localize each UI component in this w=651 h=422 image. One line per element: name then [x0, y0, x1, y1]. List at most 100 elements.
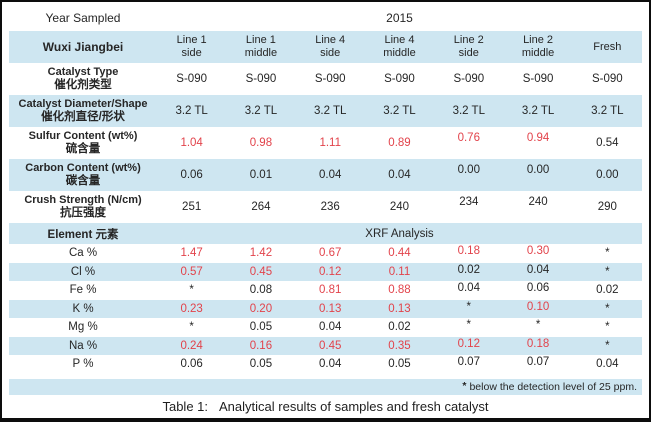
- cell-value: 0.12: [457, 337, 480, 350]
- element-label: Fe %: [69, 284, 97, 297]
- cell-value: 234: [459, 196, 479, 208]
- cell-value: 1.47: [180, 247, 203, 260]
- row-label-zh: 碳含量: [65, 175, 101, 187]
- cell-value: S-090: [592, 73, 623, 85]
- cell-value: *: [605, 321, 610, 334]
- row-label: Catalyst Diameter/Shape 催化剂直径/形状: [9, 95, 157, 127]
- cell-value: *: [466, 319, 472, 332]
- row-label-zh: 硫含量: [65, 143, 101, 155]
- property-row-sulfur-content: Sulfur Content (wt%) 硫含量 1.04 0.98 1.11 0.89 0…: [9, 127, 642, 159]
- cell-value: 0.88: [388, 284, 411, 297]
- element-row-mg: Mg % * 0.05 0.04 0.02 * * *: [9, 318, 642, 337]
- year-sampled-label: Year Sampled: [45, 11, 121, 25]
- column-header: Line 1 middle: [244, 34, 278, 59]
- cell-value: 0.45: [249, 265, 273, 278]
- element-row-fe: Fe % * 0.08 0.81 0.88 0.04 0.06 0.02: [9, 281, 642, 300]
- cell-value: 0.04: [388, 169, 411, 181]
- element-header-row: Element 元素 XRF Analysis: [9, 223, 642, 244]
- footnote-text: below the detection level of 25 ppm.: [469, 380, 637, 393]
- element-row-cl: Cl % 0.57 0.45 0.12 0.11 0.02 0.04 *: [9, 262, 642, 281]
- year-sampled-value: 2015: [386, 11, 413, 25]
- cell-value: *: [535, 319, 541, 332]
- cell-value: 0.01: [249, 169, 273, 181]
- cell-value: S-090: [245, 73, 277, 85]
- element-label: Ca %: [68, 247, 98, 260]
- cell-value: 0.16: [249, 339, 273, 352]
- cell-value: 1.42: [249, 247, 273, 260]
- row-label: Carbon Content (wt%) 碳含量: [9, 159, 157, 191]
- cell-value: 0.04: [526, 263, 550, 276]
- caption-prefix: Table 1:: [162, 398, 209, 414]
- cell-value: 0.05: [249, 321, 273, 334]
- property-row-crush-strength: Crush Strength (N/cm) 抗压强度 251 264 236 240 234…: [9, 191, 642, 223]
- cell-value: *: [466, 300, 472, 313]
- footnote-asterisk: *: [462, 379, 467, 392]
- element-label: Cl %: [70, 265, 96, 278]
- cell-value: 3.2 TL: [314, 105, 347, 117]
- table-caption: Table 1: Analytical results of samples a…: [9, 395, 642, 418]
- column-header: Line 2 side: [453, 34, 484, 59]
- cell-value: 251: [182, 201, 202, 213]
- cell-value: 0.07: [526, 356, 550, 369]
- row-label-en: Crush Strength (N/cm): [24, 193, 142, 206]
- element-row-ca: Ca % 1.47 1.42 0.67 0.44 0.18 0.30 *: [9, 244, 642, 263]
- cell-value: *: [189, 321, 194, 334]
- header-row: Wuxi Jiangbei Line 1 side Line 1 middle Li…: [9, 31, 642, 63]
- cell-value: 0.45: [319, 339, 342, 352]
- property-row-catalyst-diameter-shape: Catalyst Diameter/Shape 催化剂直径/形状 3.2 TL 3.2…: [9, 95, 642, 127]
- row-label-en: Sulfur Content (wt%): [28, 129, 138, 142]
- cell-value: 0.02: [457, 263, 480, 276]
- cell-value: S-090: [314, 73, 346, 85]
- cell-value: 1.04: [180, 137, 203, 149]
- column-header: Line 4 middle: [383, 34, 416, 59]
- row-label: Crush Strength (N/cm) 抗压强度: [9, 191, 157, 223]
- cell-value: 0.35: [388, 339, 411, 352]
- cell-value: 3.2 TL: [591, 105, 624, 117]
- cell-value: 264: [251, 201, 271, 213]
- cell-value: 0.00: [526, 164, 550, 176]
- cell-value: 0.13: [319, 302, 342, 315]
- element-row-na: Na % 0.24 0.16 0.45 0.35 0.12 0.18 *: [9, 336, 642, 355]
- element-row-k: K % 0.23 0.20 0.13 0.13 * 0.10 *: [9, 299, 642, 318]
- cell-value: 0.04: [457, 282, 480, 295]
- cell-value: 0.06: [180, 169, 203, 181]
- element-rows: Ca % 1.47 1.42 0.67 0.44 0.18 0.30 * Cl % 0.57 0.4…: [9, 244, 642, 374]
- property-row-catalyst-type: Catalyst Type 催化剂类型 S-090 S-090 S-090 S-090 S-…: [9, 63, 642, 95]
- cell-value: 0.57: [180, 265, 203, 278]
- element-label: Na %: [68, 339, 98, 352]
- cell-value: 0.98: [249, 137, 273, 149]
- cell-value: *: [605, 302, 610, 315]
- cell-value: 0.07: [457, 356, 480, 369]
- cell-value: 0.11: [388, 265, 411, 278]
- row-label-zh: 抗压强度: [60, 207, 106, 219]
- cell-value: 0.81: [319, 284, 342, 297]
- cell-value: 0.54: [596, 137, 619, 149]
- xrf-analysis-label: XRF Analysis: [365, 227, 434, 240]
- property-rows: Catalyst Type 催化剂类型 S-090 S-090 S-090 S-090 S-…: [9, 63, 642, 223]
- cell-value: 0.02: [388, 321, 411, 334]
- row-label-en: Carbon Content (wt%): [25, 161, 141, 174]
- site-label: Wuxi Jiangbei: [42, 40, 124, 54]
- cell-value: S-090: [453, 73, 485, 85]
- cell-value: 0.10: [526, 300, 550, 313]
- cell-value: *: [605, 247, 610, 260]
- footnote-row: * below the detection level of 25 ppm.: [9, 378, 642, 395]
- cell-value: 3.2 TL: [521, 105, 555, 117]
- cell-value: 0.05: [249, 358, 273, 371]
- cell-value: 0.04: [319, 358, 342, 371]
- cell-value: 236: [320, 201, 340, 213]
- cell-value: 0.00: [596, 169, 619, 181]
- cell-value: 0.76: [457, 132, 480, 144]
- cell-value: 0.04: [596, 358, 619, 371]
- cell-value: S-090: [176, 73, 207, 85]
- cell-value: 3.2 TL: [244, 105, 278, 117]
- row-label-en: Catalyst Diameter/Shape: [18, 97, 148, 110]
- cell-value: 3.2 TL: [383, 105, 416, 117]
- caption-text: Analytical results of samples and fresh …: [219, 398, 489, 414]
- cell-value: 0.04: [319, 321, 342, 334]
- cell-value: 240: [389, 201, 410, 213]
- cell-value: *: [605, 339, 610, 352]
- row-label: Catalyst Type 催化剂类型: [9, 63, 157, 95]
- year-row: Year Sampled 2015: [9, 5, 642, 31]
